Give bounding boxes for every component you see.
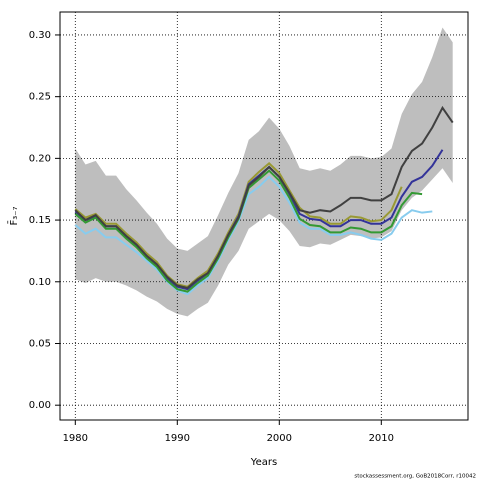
x-axis-label: Years xyxy=(250,457,277,468)
y-axis-label: F̄₃₋₇ xyxy=(7,206,20,225)
y-tick-label: 0.20 xyxy=(29,153,51,164)
x-tick-label: 1990 xyxy=(165,433,190,444)
series-line xyxy=(74,105,454,290)
x-tick-label: 2000 xyxy=(267,433,292,444)
x-tick-label: 1980 xyxy=(63,433,88,444)
y-tick-label: 0.15 xyxy=(29,215,51,226)
y-tick-label: 0.05 xyxy=(29,338,51,349)
y-tick-label: 0.00 xyxy=(29,400,51,411)
y-tick-label: 0.30 xyxy=(29,30,51,41)
x-tick-label: 2010 xyxy=(369,433,394,444)
series-line xyxy=(74,175,433,296)
y-tick-label: 0.25 xyxy=(29,92,51,103)
plot-frame xyxy=(59,11,469,421)
y-tick-label: 0.10 xyxy=(29,277,51,288)
footnote: stockassessment.org, GoB2018Corr, r10042 xyxy=(354,474,476,480)
